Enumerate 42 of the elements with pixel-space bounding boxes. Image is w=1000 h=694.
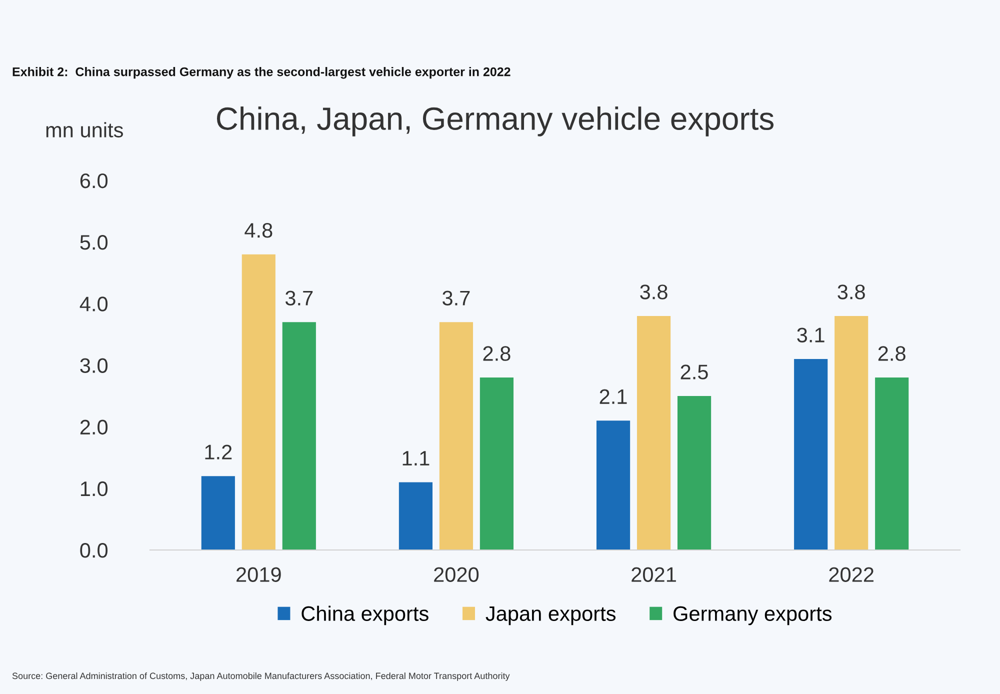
bar	[439, 322, 474, 550]
y-tick-label: 5.0	[80, 235, 108, 250]
data-label: 3.8	[838, 284, 865, 300]
legend-label: Japan exports	[486, 606, 616, 626]
bar	[794, 359, 828, 550]
data-label: 2.8	[878, 346, 906, 361]
y-tick-label: 3.0	[80, 358, 108, 373]
bar	[242, 254, 276, 550]
source-note: Source: General Administration of Customs, Japan Automobile Manufacturers Association, Federal Motor Transport Authority	[12, 672, 510, 681]
data-label: 1.1	[402, 451, 430, 466]
bar	[677, 396, 712, 550]
bar	[834, 316, 868, 550]
data-label: 3.1	[797, 328, 824, 342]
x-tick-label: 2019	[236, 567, 281, 582]
x-tick-label: 2021	[632, 567, 676, 582]
chart-title: China, Japan, Germany vehicle exports	[216, 106, 774, 136]
y-tick-label: 4.0	[80, 296, 108, 312]
bar	[282, 322, 316, 550]
data-label: 1.2	[205, 444, 232, 460]
chart-subtitle: Exhibit 2: China surpassed Germany as the second-largest vehicle exporter in 2022	[12, 67, 510, 79]
data-label: 2.1	[600, 389, 627, 404]
bar	[480, 378, 514, 550]
y-tick-label: 2.0	[80, 420, 108, 435]
y-tick-label: 6.0	[80, 173, 108, 188]
bar	[398, 482, 433, 550]
data-label: 3.7	[285, 290, 313, 306]
legend-label: Germany exports	[674, 606, 832, 626]
data-label: 3.7	[442, 290, 470, 306]
data-label: 3.8	[640, 284, 668, 300]
data-label: 2.5	[680, 364, 708, 380]
x-tick-label: 2020	[434, 567, 479, 582]
y-tick-label: 1.0	[80, 481, 108, 496]
data-label: 4.8	[244, 222, 272, 238]
y-tick-label: 0.0	[80, 542, 108, 558]
x-tick-label: 2022	[829, 567, 874, 582]
bar	[201, 476, 235, 550]
data-label: 2.8	[483, 346, 510, 361]
y-axis-title: mn units	[46, 122, 123, 138]
bar	[636, 316, 671, 550]
legend-label: China exports	[302, 606, 428, 626]
bar	[596, 420, 630, 550]
bar	[875, 378, 909, 550]
